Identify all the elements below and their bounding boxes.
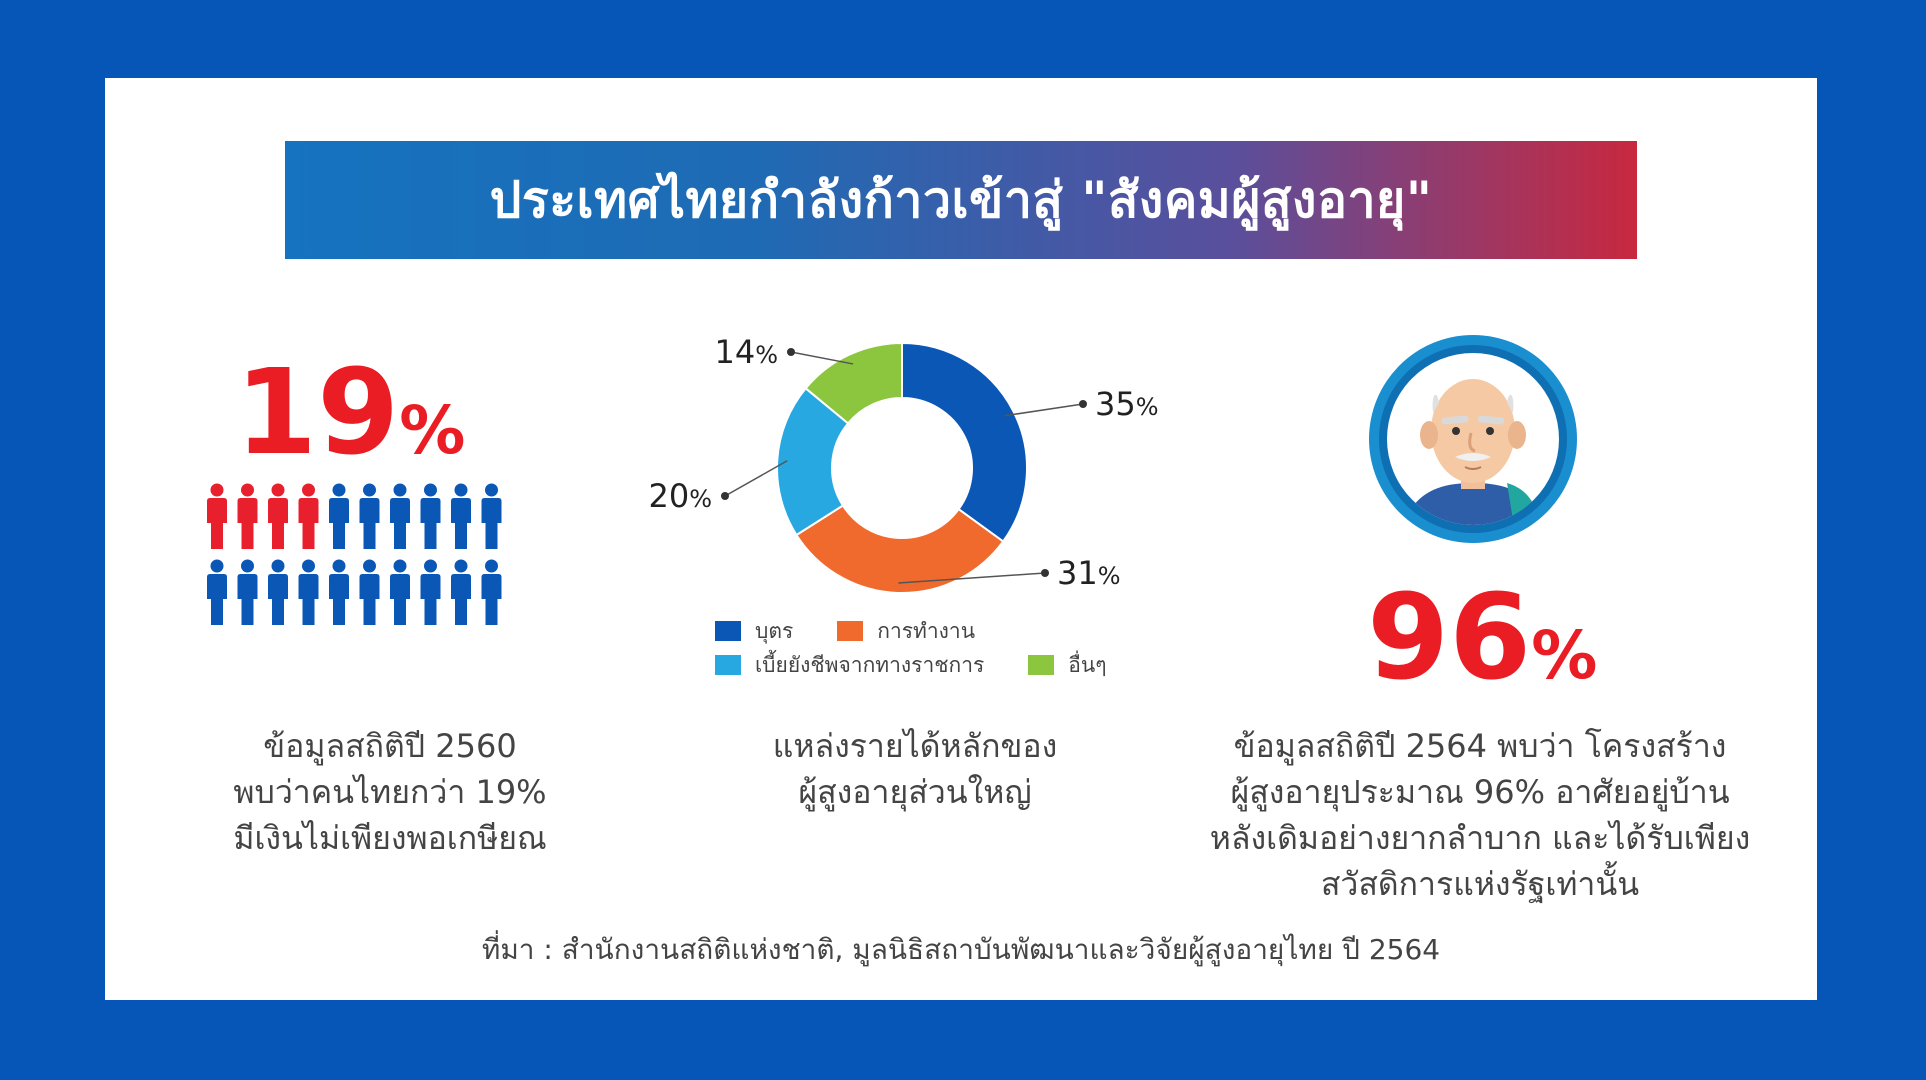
- title-banner: ประเทศไทยกำลังก้าวเข้าสู่ "สังคมผู้สูงอา…: [285, 141, 1637, 259]
- income-source-donut-chart: 35% 31% 20% 14%: [648, 333, 1159, 594]
- donut-slice-2: [795, 504, 1005, 594]
- person-icon: [237, 483, 258, 549]
- desc-line: ข้อมูลสถิติปี 2560: [263, 727, 517, 765]
- stat-left-value: 19: [235, 343, 400, 481]
- person-icon: [237, 559, 258, 625]
- desc-line: ผู้สูงอายุประมาณ 96% อาศัยอยู่บ้าน: [1230, 773, 1730, 811]
- person-icon: [268, 483, 288, 549]
- legend-item-children: บุตร: [715, 615, 793, 648]
- legend-swatch-work: [837, 621, 864, 641]
- desc-line: สวัสดิการแห่งรัฐเท่านั้น: [1320, 865, 1640, 903]
- elderly-man-icon: [1369, 335, 1577, 543]
- desc-line: มีเงินไม่เพียงพอเกษียณ: [233, 819, 547, 857]
- right-description: ข้อมูลสถิติปี 2564 พบว่า โครงสร้าง ผู้สู…: [1170, 723, 1790, 907]
- person-icon: [420, 559, 441, 625]
- desc-line: ผู้สูงอายุส่วนใหญ่: [798, 773, 1032, 811]
- stat-19-percent: 19%: [235, 343, 465, 481]
- leader-dot: [721, 492, 729, 500]
- legend-label: อื่นๆ: [1068, 652, 1107, 677]
- people-pictogram: [207, 483, 502, 625]
- person-icon: [298, 483, 319, 549]
- legend-swatch-other: [1028, 655, 1055, 675]
- person-icon: [207, 483, 227, 549]
- donut-slice-4: [804, 341, 903, 425]
- leader-line: [1004, 403, 1084, 417]
- data-label: 31%: [1057, 554, 1121, 592]
- legend-label: เบี้ยยังชีพจากทางราชการ: [755, 652, 985, 677]
- leader-line: [790, 351, 854, 365]
- data-label: 14%: [714, 333, 778, 371]
- person-icon: [329, 483, 349, 549]
- data-label: 20%: [648, 477, 712, 515]
- stat-96-percent: 96%: [1367, 568, 1597, 706]
- infographic-panel: ประเทศไทยกำลังก้าวเข้าสู่ "สังคมผู้สูงอา…: [105, 78, 1817, 1000]
- legend-swatch-children: [715, 621, 741, 641]
- leader-line: [724, 460, 788, 497]
- middle-description: แหล่งรายได้หลักของ ผู้สูงอายุส่วนใหญ่: [685, 723, 1145, 815]
- leader-dot: [1041, 569, 1049, 577]
- legend-item-allowance: เบี้ยยังชีพจากทางราชการ: [715, 649, 984, 682]
- leader-dot: [787, 348, 795, 356]
- legend-item-other: อื่นๆ: [1028, 649, 1107, 682]
- desc-line: พบว่าคนไทยกว่า 19%: [233, 773, 547, 811]
- person-icon: [390, 559, 410, 625]
- chart-legend: บุตร การทำงาน เบี้ยยังชีพจากทางราชการ อื…: [715, 614, 1151, 682]
- legend-label: บุตร: [755, 618, 794, 643]
- source-note: ที่มา : สำนักงานสถิติแห่งชาติ, มูลนิธิสถ…: [481, 933, 1441, 966]
- person-icon: [268, 559, 288, 625]
- legend-label: การทำงาน: [877, 618, 976, 643]
- stat-right-unit: %: [1531, 617, 1598, 694]
- person-icon: [359, 483, 380, 549]
- person-icon: [481, 483, 502, 549]
- leader-line: [898, 572, 1046, 584]
- desc-line: แหล่งรายได้หลักของ: [772, 727, 1058, 765]
- person-icon: [329, 559, 349, 625]
- donut-slice-1: [901, 341, 1028, 543]
- person-icon: [420, 483, 441, 549]
- person-icon: [481, 559, 502, 625]
- legend-swatch-allowance: [715, 655, 741, 675]
- stat-right-value: 96: [1367, 568, 1532, 706]
- person-icon: [451, 559, 471, 625]
- desc-line: หลังเดิมอย่างยากลำบาก และได้รับเพียง: [1209, 819, 1751, 857]
- leader-dot: [1079, 400, 1087, 408]
- person-icon: [359, 559, 380, 625]
- desc-line: ข้อมูลสถิติปี 2564 พบว่า โครงสร้าง: [1233, 727, 1727, 765]
- left-description: ข้อมูลสถิติปี 2560 พบว่าคนไทยกว่า 19% มี…: [165, 723, 615, 861]
- legend-item-work: การทำงาน: [837, 615, 975, 648]
- data-label: 35%: [1095, 385, 1159, 423]
- person-icon: [451, 483, 471, 549]
- person-icon: [390, 483, 410, 549]
- person-icon: [298, 559, 319, 625]
- person-icon: [207, 559, 227, 625]
- stat-left-unit: %: [399, 392, 466, 469]
- page-title: ประเทศไทยกำลังก้าวเข้าสู่ "สังคมผู้สูงอา…: [489, 170, 1433, 229]
